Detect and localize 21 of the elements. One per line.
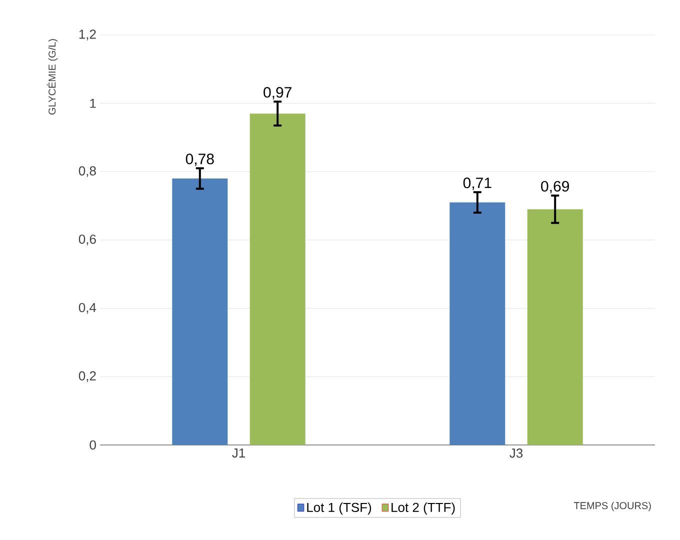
y-tick-label: 0	[90, 440, 96, 450]
y-axis-title: GLYCÉMIE (G/L)	[46, 39, 58, 115]
y-tick-label: 0,6	[78, 234, 96, 246]
data-label: 0,69	[541, 180, 569, 194]
x-axis-title: TEMPS (JOURS)	[574, 502, 651, 512]
data-label: 0,78	[186, 154, 214, 166]
legend-label: Lot 1 (TSF)	[307, 502, 372, 515]
data-label: 0,71	[463, 178, 492, 190]
x-tick-label: J1	[232, 448, 245, 458]
bar	[450, 202, 506, 445]
y-tick-label: 0,8	[78, 166, 96, 178]
y-tick-label: 1	[90, 98, 96, 108]
data-label: 0,97	[264, 87, 292, 100]
y-tick-label: 0,2	[78, 371, 96, 382]
bar	[527, 209, 583, 445]
y-tick-label: 1,2	[79, 30, 96, 40]
legend-label: Lot 2 (TTF)	[392, 502, 455, 515]
y-tick-label: 0,4	[78, 302, 96, 314]
bar	[172, 178, 228, 445]
bar	[250, 114, 306, 445]
x-tick-label: J3	[510, 448, 523, 458]
